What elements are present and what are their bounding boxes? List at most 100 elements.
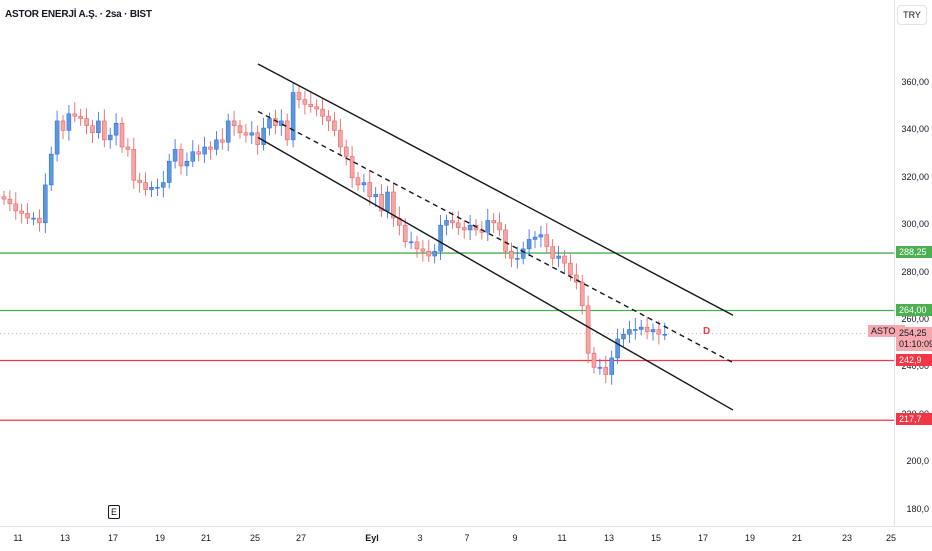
candle-body — [196, 151, 201, 155]
candle-body — [591, 352, 597, 368]
candle-body — [43, 184, 48, 224]
time-tick: 11 — [13, 533, 23, 543]
time-tick: 21 — [200, 533, 212, 543]
candle-body — [515, 258, 520, 260]
bar-countdown: 01:10:09 — [899, 338, 932, 349]
time-tick: 17 — [697, 533, 709, 543]
currency-button[interactable]: TRY — [897, 5, 927, 25]
time-tick: 21 — [791, 533, 803, 543]
candle-body — [107, 134, 113, 141]
candle-body — [408, 241, 414, 244]
time-tick: 25 — [885, 533, 897, 543]
candle-body — [332, 120, 337, 131]
price-tick: 280,00 — [901, 266, 929, 277]
candle-body — [96, 120, 101, 134]
candle-body — [161, 182, 166, 188]
time-axis[interactable]: 11 13 17 19 21 25 27 Eyl 3 7 9 11 13 15 17 19 21 23 25 — [0, 526, 932, 551]
chart-pane[interactable]: ASTOR ENERJİ A.Ş. · 2sa · BIST E D — [0, 0, 894, 526]
candle-body — [526, 239, 532, 250]
candle-body — [644, 326, 650, 333]
price-tick: 300,00 — [901, 219, 929, 230]
level-price-tag: 288,25 — [896, 246, 932, 259]
candle-body — [125, 146, 131, 150]
earnings-marker[interactable]: E — [108, 505, 120, 519]
candle-body — [485, 220, 491, 233]
time-tick: Eyl — [365, 533, 379, 543]
candle-body — [650, 329, 656, 333]
candle-body — [438, 224, 443, 252]
candle-body — [450, 220, 455, 224]
candle-body — [603, 367, 609, 375]
candle-body — [54, 120, 60, 155]
channel-middle-line — [257, 110, 734, 364]
candle-body — [385, 191, 390, 212]
candle-body — [444, 220, 449, 226]
price-chart[interactable] — [0, 0, 894, 526]
time-tick: 19 — [154, 533, 166, 543]
price-tick: 180,0 — [906, 503, 929, 514]
candle-body — [562, 255, 567, 264]
candle-body — [402, 224, 408, 243]
candle-body — [231, 120, 237, 126]
candle-body — [249, 132, 255, 136]
candle-body — [426, 251, 432, 257]
candle-body — [60, 120, 66, 131]
candle-body — [102, 120, 107, 141]
candle-body — [585, 305, 591, 354]
candle-body — [166, 160, 172, 183]
candle-body — [37, 217, 42, 224]
candle-body — [214, 139, 219, 150]
candle-body — [461, 227, 467, 231]
candle-body — [25, 213, 30, 219]
candle-body — [290, 92, 296, 141]
candle-body — [296, 92, 302, 100]
price-axis[interactable]: 360,00 340,00 320,00 300,00 280,00 260,00 240,… — [894, 0, 932, 526]
candle-body — [149, 187, 154, 190]
candle-body — [66, 113, 72, 131]
candle-body — [90, 125, 95, 134]
time-tick: 17 — [107, 533, 119, 543]
candle-body — [473, 224, 479, 231]
candle-body — [638, 326, 644, 330]
candle-body — [361, 182, 367, 186]
candle-body — [314, 106, 319, 110]
price-tick: 240,00 — [901, 361, 929, 372]
symbol-header: ASTOR ENERJİ A.Ş. · 2sa · BIST — [5, 9, 152, 20]
candle-body — [7, 198, 13, 205]
candle-body — [550, 246, 555, 259]
time-tick: 25 — [249, 533, 261, 543]
candle-body — [78, 115, 83, 119]
level-price-tag: 242,9 — [896, 353, 932, 366]
time-tick: 11 — [557, 533, 567, 543]
candle-body — [597, 367, 603, 369]
candle-body — [579, 281, 585, 307]
candle-body — [119, 123, 125, 148]
candle-body — [172, 149, 178, 162]
channel-upper-line — [257, 63, 734, 316]
candle-body — [355, 177, 361, 186]
current-price-tag: 254,25 01:10:09 — [896, 326, 932, 351]
price-tick: 260,00 — [901, 314, 929, 324]
price-tick: 340,00 — [901, 124, 929, 135]
candle-body — [497, 222, 502, 231]
time-tick: 19 — [744, 533, 756, 543]
candle-body — [72, 113, 78, 117]
time-tick: 3 — [417, 533, 423, 543]
candle-body — [279, 120, 284, 126]
candle-body — [544, 234, 550, 247]
candle-body — [267, 118, 272, 129]
candle-body — [113, 123, 119, 136]
candle-body — [349, 156, 355, 179]
candle-body — [538, 234, 544, 238]
candle-body — [662, 333, 668, 336]
candle-body — [656, 329, 662, 335]
time-tick: 23 — [841, 533, 853, 543]
dividend-marker[interactable]: D — [703, 326, 711, 337]
candle-body — [520, 248, 526, 259]
price-tick: 200,0 — [906, 456, 929, 467]
candle-body — [568, 262, 573, 276]
price-tick: 320,00 — [901, 171, 929, 182]
time-tick: 15 — [650, 533, 662, 543]
candle-body — [237, 125, 243, 134]
candle-body — [556, 255, 561, 259]
